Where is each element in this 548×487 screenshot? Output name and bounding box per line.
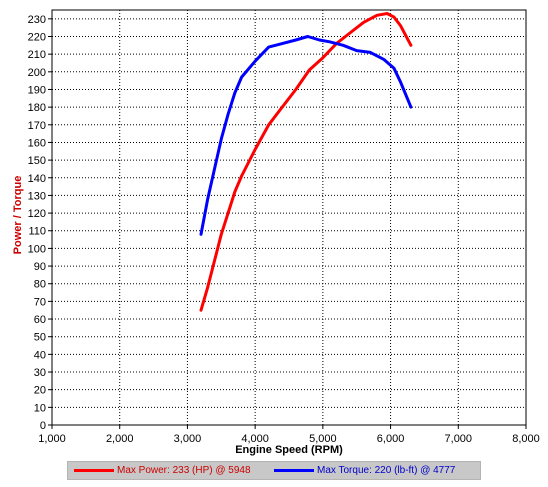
y-tick-label: 160	[28, 137, 46, 149]
y-tick-label: 130	[28, 190, 46, 202]
x-axis-label: Engine Speed (RPM)	[235, 444, 343, 456]
legend-swatch-torque	[274, 469, 314, 472]
legend-label-torque: Max Torque: 220 (lb-ft) @ 4777	[317, 465, 456, 476]
legend-entry-torque: Max Torque: 220 (lb-ft) @ 4777	[274, 462, 455, 479]
legend-entry-power: Max Power: 233 (HP) @ 5948	[74, 462, 251, 479]
y-tick-label: 170	[28, 120, 46, 132]
plot-area	[51, 9, 527, 426]
y-tick-label: 10	[34, 402, 46, 414]
y-tick-label: 120	[28, 208, 46, 220]
y-tick-label: 90	[34, 261, 46, 273]
y-tick-label: 20	[34, 385, 46, 397]
series-line-torque	[199, 35, 413, 236]
y-tick-label: 30	[34, 367, 46, 379]
legend-label-power: Max Power: 233 (HP) @ 5948	[117, 465, 251, 476]
x-tick-label: 3,000	[174, 433, 202, 445]
x-tick-label: 6,000	[377, 433, 405, 445]
series	[199, 12, 413, 312]
y-tick-label: 150	[28, 155, 46, 167]
y-tick-label: 0	[40, 420, 46, 432]
y-tick-label: 210	[28, 49, 46, 61]
y-tick-label: 140	[28, 173, 46, 185]
x-tick-label: 2,000	[106, 433, 134, 445]
y-tick-label: 80	[34, 279, 46, 291]
ticks: 0 10 20 30 40 50 60 70 80 90 100 110 120 130 140 150 160…	[28, 14, 540, 445]
y-tick-label: 40	[34, 349, 46, 361]
y-tick-label: 200	[28, 67, 46, 79]
y-tick-label: 220	[28, 31, 46, 43]
y-tick-label: 110	[28, 226, 46, 238]
y-tick-label: 70	[34, 296, 46, 308]
y-tick-label: 50	[34, 332, 46, 344]
grid	[52, 10, 526, 425]
y-tick-label: 190	[28, 84, 46, 96]
y-tick-label: 230	[28, 14, 46, 26]
series-line-power	[199, 12, 413, 312]
legend: Max Power: 233 (HP) @ 5948 Max Torque: 2…	[67, 461, 481, 480]
y-axis-label: Power / Torque	[12, 176, 24, 255]
y-tick-label: 60	[34, 314, 46, 326]
x-tick-label: 7,000	[445, 433, 473, 445]
x-tick-label: 1,000	[38, 433, 66, 445]
x-tick-label: 4,000	[241, 433, 269, 445]
y-tick-label: 100	[28, 243, 46, 255]
x-tick-label: 5,000	[309, 433, 337, 445]
x-tick-label: 8,000	[512, 433, 540, 445]
legend-swatch-power	[74, 469, 114, 472]
y-tick-label: 180	[28, 102, 46, 114]
